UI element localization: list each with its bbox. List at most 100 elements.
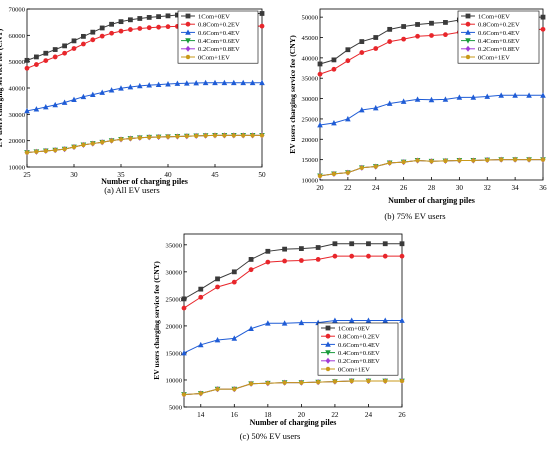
chart-3-data-point (198, 286, 204, 292)
chart-1-data-point (90, 29, 96, 35)
chart-2-data-point (498, 92, 504, 98)
chart-2-data-point (345, 170, 351, 175)
chart-2-data-point (540, 92, 546, 98)
chart-3-data-point (214, 336, 221, 343)
chart-1-data-point (118, 28, 124, 34)
chart-1-data-point (90, 37, 96, 43)
chart-3-data-point (298, 246, 304, 251)
chart-2-data-point (415, 33, 420, 39)
chart-2-legend-marker (465, 45, 471, 52)
chart-2-legend-marker (465, 38, 471, 44)
chart-1-data-point (90, 91, 96, 97)
chart-1-x-tick-label: 25 (23, 171, 31, 179)
chart-3-data-point (366, 378, 371, 384)
chart-3-series-line (183, 380, 402, 396)
chart-2-x-tick-label: 22 (344, 184, 352, 192)
chart-1-legend-marker (185, 21, 191, 27)
chart-1-data-point (24, 150, 30, 155)
chart-2-data-point (373, 35, 379, 40)
chart-1-data-point (203, 133, 208, 138)
chart-3-legend-marker (325, 341, 331, 347)
chart-2-x-tick-label: 20 (316, 184, 324, 192)
chart-3-x-tick-label: 18 (264, 411, 272, 419)
chart-2-legend-marker (465, 13, 471, 19)
chart-1-legend-label: 1Com+0EV (198, 13, 230, 20)
chart-1-data-point (81, 41, 86, 47)
chart-3-series-line (183, 243, 402, 300)
chart-2-series-6 (317, 157, 546, 179)
chart-3-data-point (399, 253, 405, 259)
chart-2-legend-label: 0Com+1EV (478, 54, 510, 61)
chart-1-legend-marker (185, 29, 191, 35)
chart-3-series-line (183, 320, 402, 354)
chart-1-data-point (165, 24, 171, 30)
chart-1-y-axis-label: EV users charging service fee (CNY) (0, 28, 4, 147)
chart-1-data-point (118, 19, 124, 25)
chart-1-data-point (24, 57, 30, 63)
chart-3-data-point (215, 387, 220, 392)
chart-3-y-tick-label: 5000 (169, 405, 183, 412)
chart-2-data-point (372, 104, 379, 111)
chart-1-data-point (118, 85, 124, 91)
chart-1-data-point (81, 33, 86, 39)
chart-2-x-tick-label: 36 (539, 184, 547, 192)
chart-2-y-tick-label: 50000 (302, 15, 319, 22)
chart-2-data-point (540, 14, 546, 20)
chart-2-y-tick-label: 20000 (302, 137, 319, 144)
chart-3-data-point (332, 253, 338, 259)
chart-2-data-point (526, 92, 532, 98)
chart-1-data-point (43, 103, 49, 110)
chart-1-legend-label: 0.8Com+0.2EV (198, 22, 240, 29)
chart-2-legend-label: 1Com+0EV (478, 13, 510, 20)
chart-3-data-point (231, 387, 237, 392)
chart-1-legend-box (177, 10, 259, 64)
chart-1-data-point (43, 50, 49, 56)
chart-1-data-point (99, 140, 105, 145)
chart-2-x-tick-label: 30 (456, 184, 464, 192)
chart-1-data-point (240, 133, 246, 138)
chart-2-data-point (512, 157, 518, 162)
chart-2-data-point (345, 58, 351, 64)
chart-1-data-point (62, 147, 67, 152)
chart-3-x-tick-label: 20 (298, 411, 306, 419)
chart-1-legend-marker (185, 54, 191, 60)
chart-3-data-point (281, 320, 288, 326)
chart-3-data-point (366, 241, 371, 247)
chart-2-data-point (331, 120, 337, 126)
chart-1-x-axis-label: Number of charging piles (101, 177, 188, 186)
chart-3-data-point (197, 341, 204, 348)
chart-3-data-point (382, 241, 388, 247)
chart-2-data-point (331, 171, 337, 176)
chart-1-data-point (128, 17, 133, 23)
chart-3-data-point (349, 253, 355, 259)
chart-1-y-tick-label: 20000 (9, 138, 26, 145)
chart-1-data-point (212, 133, 218, 138)
chart-3-legend-label: 0.2Com+0.8EV (338, 358, 380, 365)
chart-1-data-point (259, 23, 265, 29)
chart-1-series-6 (24, 133, 265, 155)
chart-2-data-point (456, 158, 462, 163)
chart-2-data-point (429, 33, 434, 38)
chart-1-y-tick-label: 60000 (9, 33, 26, 40)
chart-3-data-point (282, 258, 288, 264)
chart-2-legend-marker (465, 21, 471, 27)
chart-1-data-point (259, 133, 265, 138)
chart-1-data-point (137, 16, 143, 21)
chart-3-y-tick-label: 35000 (166, 242, 183, 249)
chart-1-data-point (71, 46, 77, 51)
chart-2-legend-label: 0.8Com+0.2EV (478, 22, 520, 29)
chart-2-data-point (470, 94, 477, 100)
chart-2-data-point (386, 100, 393, 106)
chart-1-caption: (a) All EV users (104, 185, 160, 195)
chart-1-data-point (156, 134, 161, 140)
chart-2-x-tick-label: 32 (484, 184, 492, 192)
chart-2-data-point (401, 24, 407, 29)
chart-2-data-point (359, 165, 365, 170)
chart-1-data-point (127, 27, 133, 32)
chart-2-y-tick-label: 35000 (302, 76, 319, 83)
chart-2-y-tick-label: 25000 (302, 116, 319, 123)
chart-3-y-tick-label: 30000 (166, 269, 183, 276)
chart-3-legend: 1Com+0EV 0.8Com+0.2EV0.6Com+0.4EV0.4Com+0… (317, 322, 399, 376)
chart-3-x-tick-label: 22 (331, 411, 339, 419)
